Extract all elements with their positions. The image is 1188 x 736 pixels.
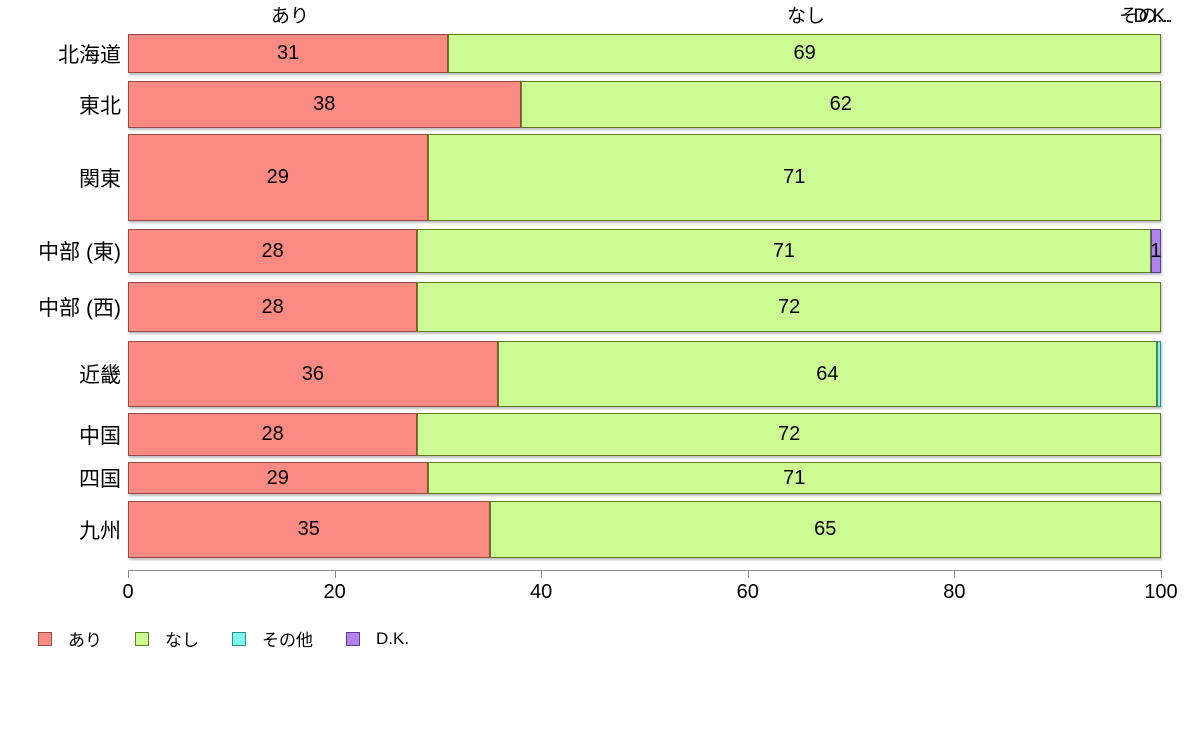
plot-area: 北海道 31 69 東北 38 62 関東 29 71 中部 (東) 28 71 1 中部 (西) 28 72…: [38, 0, 1162, 570]
bar-segment: 72: [417, 282, 1161, 332]
bar-row: 中部 (西) 28 72: [38, 282, 1161, 332]
bar-row: 四国 29 71: [79, 462, 1161, 494]
segment-value-label: 72: [777, 423, 801, 445]
legend-label: なし: [165, 631, 199, 650]
segment-value-label: 69: [793, 42, 816, 64]
segment-value-label: 65: [814, 518, 837, 540]
x-axis-tick-mark: [1161, 570, 1162, 578]
bar-segment: 28: [128, 282, 418, 332]
legend-swatch: [135, 631, 149, 646]
x-axis-line: [128, 570, 1162, 571]
x-axis-tick-mark: [128, 570, 129, 578]
legend-item: D.K.: [346, 629, 409, 649]
column-header: なし: [786, 6, 826, 27]
bar-row: 北海道 31 69: [58, 34, 1161, 73]
legend-item: あり: [38, 626, 102, 651]
segment-value-label: 64: [816, 362, 839, 385]
bar-segment: 31: [128, 34, 449, 73]
segment-value-label: 72: [777, 295, 801, 318]
segment-value-label: 71: [783, 466, 806, 489]
bar-segment: 69: [448, 34, 1161, 73]
column-header: その...: [1119, 6, 1173, 27]
legend-label: あり: [68, 631, 102, 650]
legend-label: D.K.: [376, 628, 410, 648]
x-axis-tick-label: 0: [122, 581, 134, 603]
legend-swatch: [38, 631, 52, 646]
x-axis-tick-mark: [954, 570, 956, 578]
bar-segment: 62: [520, 81, 1161, 128]
segment-value-label: 28: [261, 423, 284, 445]
column-header: D.K.: [1133, 6, 1171, 27]
segment-value-label: 29: [266, 466, 289, 489]
bar-row: 関東 29 71: [79, 134, 1161, 221]
bar-row: 中部 (東) 28 71 1: [38, 229, 1162, 273]
bar-segment: 35: [128, 501, 490, 558]
segment-value-label: 1: [1150, 239, 1162, 262]
segment-value-label: 62: [829, 93, 852, 115]
x-axis-tick-label: 20: [323, 581, 346, 603]
bar-row: 九州 35 65: [79, 501, 1161, 558]
bar-segment: 64: [497, 341, 1157, 407]
bar-segment: 71: [427, 134, 1161, 221]
segment-value-label: 29: [266, 166, 289, 188]
category-label: 関東: [79, 167, 121, 191]
x-axis-tick-label: 80: [943, 581, 966, 603]
category-label: 東北: [79, 94, 121, 118]
bar-segment: 29: [128, 134, 428, 221]
category-label: 四国: [79, 468, 121, 491]
category-label: 近畿: [79, 364, 121, 387]
bar-segment: 72: [417, 413, 1161, 456]
bar-row: 中国 28 72: [79, 413, 1161, 456]
segment-value-label: 71: [772, 239, 796, 262]
bar-segment: 71: [427, 462, 1161, 494]
category-label: 中部 (西): [38, 297, 121, 320]
legend: あり なし その他 D.K.: [38, 626, 409, 651]
legend-item: その他: [232, 626, 313, 651]
segment-value-label: 38: [313, 93, 336, 115]
column-header: あり: [270, 6, 310, 27]
x-axis-tick-label: 60: [736, 581, 759, 603]
category-label: 中部 (東): [38, 241, 121, 264]
category-label: 中国: [79, 424, 121, 448]
bar-segment: 28: [128, 229, 418, 273]
x-axis-tick-label: 100: [1144, 581, 1178, 603]
legend-label: その他: [262, 631, 313, 650]
segment-value-label: 36: [301, 362, 325, 385]
bar-segment: 29: [128, 462, 428, 494]
legend-swatch: [346, 631, 360, 646]
segment-value-label: 28: [261, 239, 284, 262]
bar-segment: 1: [1150, 229, 1162, 273]
segment-value-label: 35: [297, 518, 320, 540]
bar-segment: 28: [128, 413, 418, 456]
category-label: 北海道: [58, 43, 121, 67]
x-axis-tick-mark: [747, 570, 749, 578]
legend-swatch: [232, 631, 246, 646]
bar-row: 近畿 36 64: [79, 341, 1161, 407]
segment-value-label: 31: [276, 42, 300, 64]
bar-segment: 71: [417, 229, 1151, 273]
bar-segment: 38: [128, 81, 521, 128]
legend-item: なし: [135, 626, 199, 651]
bar-row: 東北 38 62: [79, 81, 1161, 128]
category-label: 九州: [79, 519, 121, 543]
x-axis-tick-mark: [334, 570, 336, 578]
segment-value-label: 71: [783, 166, 806, 188]
x-axis-tick-mark: [541, 570, 543, 578]
segment-value-label: 28: [261, 295, 284, 318]
bar-segment: 65: [489, 501, 1161, 558]
bar-segment: 36: [128, 341, 498, 407]
bar-segment: [1156, 341, 1161, 407]
x-axis-tick-label: 40: [530, 581, 553, 603]
